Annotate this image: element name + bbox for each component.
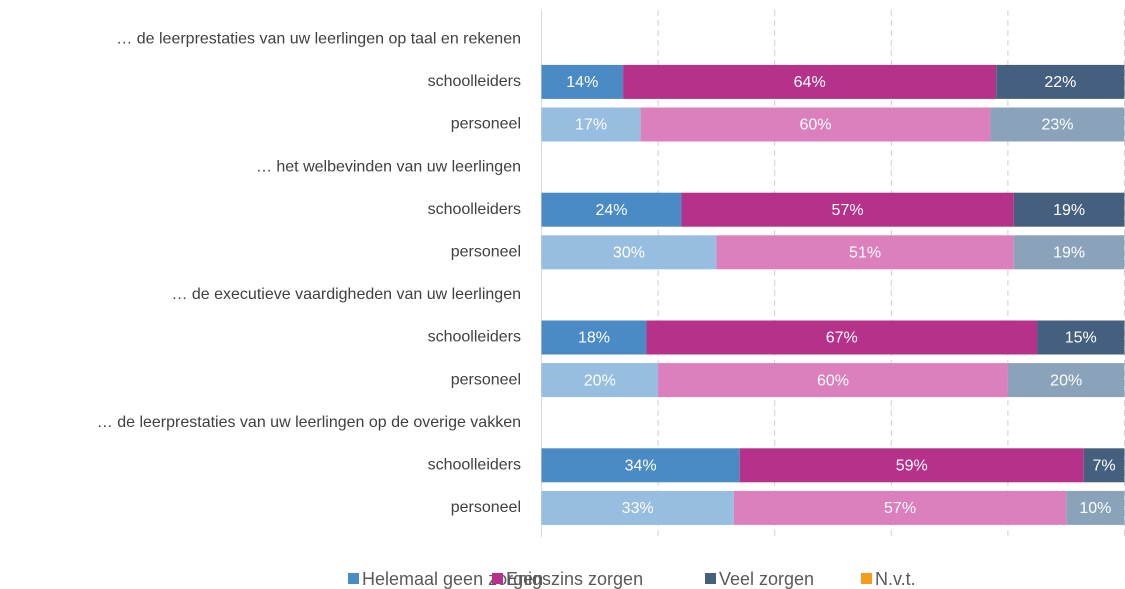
bar-segment — [739, 448, 1084, 483]
legend-swatch — [861, 573, 872, 584]
data-label: 22% — [1044, 74, 1076, 91]
bar-segment — [1007, 363, 1125, 398]
data-label: 10% — [1079, 500, 1111, 517]
y-tick-label: … de leerprestaties van uw leerlingen op… — [97, 414, 521, 431]
bar-segment — [996, 64, 1125, 99]
bar-segment — [541, 448, 740, 483]
data-label: 57% — [832, 202, 864, 219]
bar-segment — [716, 235, 1014, 270]
bar-segment — [541, 235, 717, 270]
bar-segment — [541, 107, 641, 142]
data-label: 17% — [575, 117, 607, 134]
bar-segment — [541, 64, 624, 99]
legend-label: N.v.t. — [875, 569, 916, 589]
bar-segment — [541, 192, 682, 227]
data-label: 19% — [1053, 202, 1085, 219]
y-tick-label: … de leerprestaties van uw leerlingen op… — [116, 31, 521, 48]
data-label: 60% — [817, 372, 849, 389]
y-tick-label: personeel — [451, 244, 521, 261]
data-label: 33% — [622, 500, 654, 517]
y-tick-label: schoolleiders — [428, 201, 521, 218]
bar-segment — [681, 192, 1014, 227]
bar-segment — [541, 320, 647, 355]
bar-segment — [1013, 192, 1125, 227]
data-label: 60% — [799, 117, 831, 134]
bar-segment — [623, 64, 997, 99]
data-label: 14% — [566, 74, 598, 91]
bar-segment — [1083, 448, 1125, 483]
legend-swatch — [705, 573, 716, 584]
data-label: 34% — [625, 458, 657, 475]
y-tick-label: personeel — [451, 499, 521, 516]
legend-swatch — [492, 573, 503, 584]
y-tick-label: schoolleiders — [428, 457, 521, 474]
data-label: 59% — [896, 458, 928, 475]
data-label: 57% — [884, 500, 916, 517]
data-label: 19% — [1053, 245, 1085, 262]
bar-segment — [1013, 235, 1125, 270]
legend-label: Veel zorgen — [719, 569, 814, 589]
data-label: 67% — [826, 330, 858, 347]
legend-swatch — [348, 573, 359, 584]
data-label: 30% — [613, 245, 645, 262]
data-label: 64% — [794, 74, 826, 91]
data-label: 24% — [595, 202, 627, 219]
data-label: 20% — [584, 372, 616, 389]
legend-label: Enigszins zorgen — [506, 569, 643, 589]
data-label: 20% — [1050, 372, 1082, 389]
data-label: 51% — [849, 245, 881, 262]
y-tick-label: personeel — [451, 371, 521, 388]
data-label: 23% — [1041, 117, 1073, 134]
y-tick-label: … het welbevinden van uw leerlingen — [256, 158, 521, 175]
data-label: 18% — [578, 330, 610, 347]
data-label: 15% — [1065, 330, 1097, 347]
bar-segment — [541, 363, 659, 398]
y-tick-label: schoolleiders — [428, 73, 521, 90]
bar-segment — [1037, 320, 1125, 355]
y-tick-label: personeel — [451, 116, 521, 133]
bar-segment — [1066, 490, 1125, 525]
bar-segment — [990, 107, 1125, 142]
bar-segment — [541, 490, 734, 525]
bar-segment — [658, 363, 1008, 398]
bar-segment — [733, 490, 1067, 525]
bar-segment — [640, 107, 991, 142]
y-tick-label: schoolleiders — [428, 329, 521, 346]
y-tick-label: … de executieve vaardigheden van uw leer… — [171, 286, 521, 303]
data-label: 7% — [1093, 458, 1116, 475]
bar-segment — [646, 320, 1038, 355]
